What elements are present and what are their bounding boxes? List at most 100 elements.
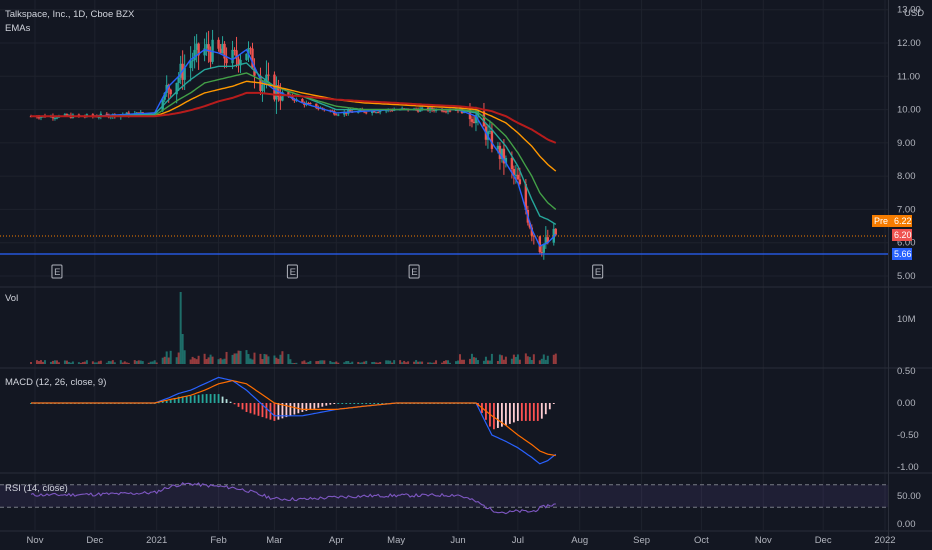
macd-histogram-bar	[285, 403, 288, 418]
candle-body	[39, 116, 43, 119]
earnings-marker[interactable]	[408, 264, 420, 279]
macd-histogram-bar	[205, 394, 208, 403]
volume-bar	[516, 354, 519, 364]
volume-bar	[407, 361, 410, 364]
volume-bar	[193, 358, 196, 364]
volume-bar	[287, 354, 290, 364]
volume-bar	[435, 360, 438, 364]
volume-axis-tick: 10M	[897, 314, 916, 325]
candle-body	[470, 119, 474, 122]
candle-body	[197, 43, 200, 56]
candle-body	[335, 114, 338, 116]
macd-histogram-bar	[333, 403, 336, 404]
price-axis-tick: 11.00	[897, 71, 920, 82]
macd-histogram-bar	[369, 403, 372, 404]
pre-value: 6.22	[894, 216, 912, 226]
candle-body	[456, 110, 460, 112]
price-axis[interactable]: 13.00 12.00 11.00 10.00 9.00 8.00 7.00 6.00 5.00	[897, 5, 921, 282]
volume-bar	[65, 360, 68, 364]
candle-body	[183, 67, 186, 80]
volume-title[interactable]: Vol	[5, 293, 18, 304]
macd-histogram-bar	[173, 398, 176, 403]
candle-body	[542, 244, 546, 253]
volume-bar	[261, 359, 264, 364]
volume-bar	[245, 350, 248, 364]
candle-body	[175, 82, 178, 95]
candle-body	[390, 110, 394, 112]
volume-bar	[399, 360, 402, 364]
candle-body	[179, 63, 182, 78]
ema-study-title[interactable]: EMAs	[5, 23, 31, 34]
candle-body	[105, 113, 109, 115]
macd-histogram-bar	[377, 403, 380, 404]
macd-title[interactable]: MACD (12, 26, close, 9)	[5, 377, 106, 388]
macd-histogram-bar	[229, 401, 232, 403]
volume-bar	[293, 362, 296, 364]
macd-histogram-bar	[221, 396, 224, 403]
time-axis-tick: 2021	[146, 535, 167, 546]
volume-bar	[403, 360, 406, 364]
macd-histogram-bar	[349, 403, 352, 404]
time-axis-tick: May	[387, 535, 405, 546]
volume-bar	[486, 360, 489, 364]
candle-body	[163, 92, 166, 100]
volume-bar	[455, 361, 458, 364]
volume-bar	[415, 360, 418, 364]
volume-bar	[490, 353, 493, 364]
macd-histogram-bar	[277, 403, 280, 420]
time-axis-tick: Nov	[755, 535, 772, 546]
volume-bar	[349, 362, 352, 364]
candle-body	[169, 89, 172, 95]
macd-histogram-bar	[528, 403, 531, 421]
candle-body	[371, 110, 374, 114]
candle-body	[538, 236, 542, 253]
volume-bar	[496, 360, 499, 364]
candle-body	[496, 145, 500, 149]
macd-histogram-bar	[361, 403, 364, 404]
volume-bar	[119, 360, 122, 364]
macd-histogram-bar	[497, 403, 499, 428]
candle-body	[195, 43, 198, 50]
macd-histogram-bar	[177, 396, 180, 403]
candle-body	[63, 114, 67, 116]
macd-histogram-bar	[261, 403, 264, 418]
symbol-title[interactable]: Talkspace, Inc., 1D, Cboe BZX	[5, 9, 135, 20]
time-axis[interactable]: Nov Dec 2021 Feb Mar Apr May Jun Jul Aug Sep Oct Nov…	[27, 535, 896, 546]
volume-bar	[105, 362, 108, 364]
volume-bar	[91, 361, 94, 364]
macd-histogram-bar	[233, 403, 236, 405]
volume-bar	[472, 357, 475, 364]
volume-bar	[391, 362, 394, 364]
candle-body	[315, 103, 318, 109]
macd-histogram-bar	[544, 403, 547, 415]
volume-bar	[538, 360, 541, 364]
volume-bar	[345, 361, 348, 364]
rsi-title[interactable]: RSI (14, close)	[5, 483, 68, 494]
macd-histogram-bar	[213, 394, 216, 403]
earnings-marker[interactable]	[51, 264, 63, 279]
time-axis-tick: Jun	[450, 535, 465, 546]
macd-histogram-bar	[516, 403, 519, 421]
volume-bar	[39, 360, 42, 364]
volume-bar	[514, 356, 517, 364]
rsi-pane-content	[0, 482, 888, 515]
volume-bar	[457, 360, 460, 364]
earnings-marker[interactable]	[592, 264, 604, 279]
volume-bar	[169, 350, 172, 364]
time-axis-tick: Jul	[512, 535, 524, 546]
volume-bar	[385, 360, 388, 364]
earnings-marker[interactable]	[286, 264, 298, 279]
candle-body	[261, 84, 264, 91]
volume-bar	[30, 362, 33, 364]
candle-body	[524, 184, 528, 211]
volume-bar	[476, 360, 479, 364]
volume-bar	[441, 362, 444, 364]
volume-bar	[518, 359, 521, 364]
volume-bar	[502, 359, 505, 364]
volume-bar	[55, 360, 58, 364]
volume-bar	[470, 353, 473, 364]
candle-body	[373, 110, 376, 113]
